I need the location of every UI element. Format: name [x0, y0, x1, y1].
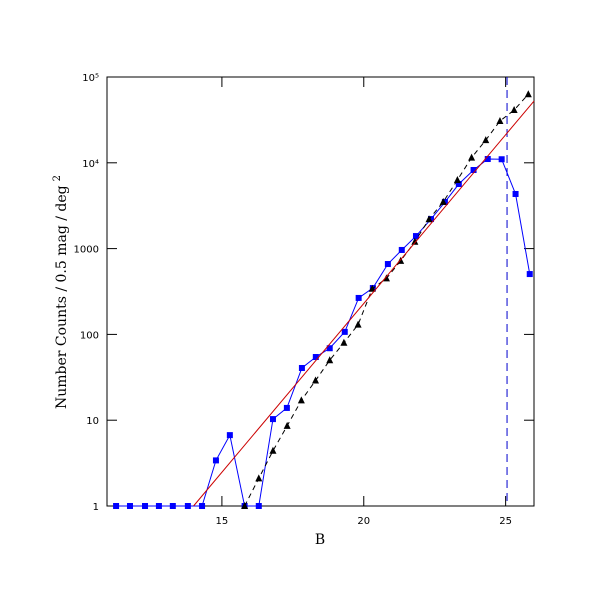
- point: [368, 284, 376, 292]
- series-line: [116, 158, 531, 507]
- point: [297, 396, 305, 404]
- point: [412, 233, 419, 240]
- point: [496, 117, 504, 125]
- point: [482, 136, 490, 144]
- point: [269, 446, 277, 454]
- point: [199, 503, 206, 509]
- point: [326, 356, 334, 364]
- point: [428, 216, 435, 223]
- point: [470, 167, 477, 174]
- point: [455, 181, 462, 188]
- point: [526, 271, 533, 278]
- point: [425, 215, 433, 223]
- point: [298, 364, 305, 371]
- point: [241, 502, 249, 509]
- point: [226, 432, 233, 439]
- point: [184, 503, 191, 509]
- y-tick-label: 10⁵: [82, 73, 99, 84]
- point: [453, 176, 461, 184]
- y-tick-label: 10⁴: [82, 159, 99, 170]
- y-tick-label: 10: [86, 416, 99, 427]
- y-axis-label: Number Counts / 0.5 mag / deg 2: [52, 175, 70, 409]
- y-tick-label: 1: [93, 502, 99, 513]
- x-tick-label: 15: [216, 516, 229, 527]
- point: [283, 404, 290, 411]
- point: [155, 503, 162, 509]
- x-axis-label: B: [315, 532, 325, 548]
- point: [126, 503, 133, 509]
- point: [142, 503, 149, 509]
- point: [468, 153, 476, 161]
- point: [382, 274, 390, 282]
- point: [312, 376, 320, 384]
- point: [326, 345, 333, 352]
- point: [411, 237, 419, 245]
- point: [312, 354, 319, 361]
- y-tick-label: 1000: [74, 245, 99, 256]
- point: [439, 197, 447, 205]
- y-tick-label: 100: [80, 330, 99, 341]
- point: [484, 156, 491, 163]
- point: [113, 503, 120, 509]
- point: [255, 503, 262, 509]
- series-line: [244, 93, 529, 507]
- point: [398, 246, 405, 253]
- y-axis-label-text: Number Counts / 0.5 mag / deg: [54, 185, 70, 409]
- point: [498, 156, 505, 163]
- point: [354, 320, 362, 328]
- point: [524, 90, 532, 98]
- x-tick-label: 20: [357, 516, 370, 527]
- point: [384, 261, 391, 268]
- point: [212, 457, 219, 464]
- series-line: [193, 100, 535, 507]
- point: [340, 338, 348, 346]
- point: [269, 416, 276, 423]
- plot-frame: [106, 76, 535, 507]
- point: [169, 503, 176, 509]
- y-axis-label-sup: 2: [52, 175, 63, 181]
- x-tick-label: 25: [499, 516, 512, 527]
- point: [510, 106, 518, 114]
- point: [512, 190, 519, 197]
- point: [355, 294, 362, 301]
- point: [283, 421, 291, 429]
- point: [255, 474, 263, 482]
- point: [341, 328, 348, 335]
